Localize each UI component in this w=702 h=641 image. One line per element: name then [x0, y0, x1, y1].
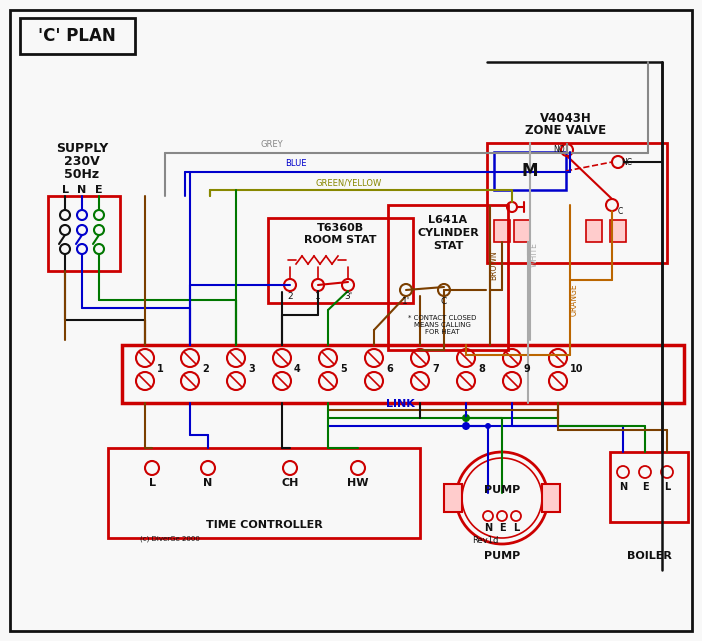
Text: E: E	[498, 523, 505, 533]
Text: V4043H: V4043H	[540, 112, 592, 124]
Bar	[388, 205, 508, 350]
Text: ORANGE: ORANGE	[569, 284, 578, 316]
Text: L: L	[513, 523, 519, 533]
Text: NC: NC	[621, 158, 633, 167]
Text: CYLINDER: CYLINDER	[417, 228, 479, 238]
Text: Rev1d: Rev1d	[472, 536, 498, 545]
Text: C: C	[441, 297, 447, 306]
Text: (c) DiverGe 2000: (c) DiverGe 2000	[140, 536, 200, 542]
Text: ZONE VALVE: ZONE VALVE	[525, 124, 607, 137]
Text: 3': 3'	[344, 292, 352, 301]
Bar	[494, 152, 566, 190]
Text: STAT: STAT	[433, 241, 463, 251]
Bar	[514, 220, 530, 242]
Text: E: E	[95, 185, 102, 195]
Text: 230V: 230V	[64, 154, 100, 167]
Text: GREEN/YELLOW: GREEN/YELLOW	[315, 178, 381, 187]
Text: E: E	[642, 482, 649, 492]
Text: 'C' PLAN: 'C' PLAN	[38, 27, 116, 45]
Text: TIME CONTROLLER: TIME CONTROLLER	[206, 520, 322, 530]
Bar	[586, 220, 602, 242]
Text: 50Hz: 50Hz	[65, 167, 100, 181]
Text: 6: 6	[386, 364, 392, 374]
Text: N: N	[204, 478, 213, 488]
Text: L641A: L641A	[428, 215, 468, 225]
Text: BLUE: BLUE	[285, 159, 307, 168]
Text: BROWN: BROWN	[489, 250, 498, 280]
Bar	[494, 220, 510, 242]
Text: ROOM STAT: ROOM STAT	[304, 235, 376, 245]
Text: NO: NO	[553, 144, 565, 153]
Circle shape	[462, 422, 470, 430]
Bar	[444, 484, 462, 512]
Text: HW: HW	[347, 478, 369, 488]
Text: 3: 3	[248, 364, 255, 374]
Text: L: L	[149, 478, 156, 488]
Text: 8: 8	[478, 364, 485, 374]
Text: 1': 1'	[402, 297, 410, 306]
Bar	[542, 484, 560, 512]
Text: 1: 1	[157, 364, 164, 374]
Text: N: N	[619, 482, 627, 492]
Text: BOILER: BOILER	[627, 551, 671, 561]
Bar	[487, 143, 667, 263]
Text: N: N	[77, 185, 86, 195]
Text: L: L	[664, 482, 670, 492]
Text: LINK: LINK	[385, 399, 414, 409]
Text: 2: 2	[287, 292, 293, 301]
Text: 10: 10	[570, 364, 583, 374]
Text: SUPPLY: SUPPLY	[56, 142, 108, 154]
Bar	[268, 218, 413, 303]
Bar	[48, 196, 120, 271]
Text: L: L	[62, 185, 69, 195]
Text: N: N	[484, 523, 492, 533]
Text: * CONTACT CLOSED
MEANS CALLING
FOR HEAT: * CONTACT CLOSED MEANS CALLING FOR HEAT	[408, 315, 476, 335]
Text: CH: CH	[282, 478, 298, 488]
Bar	[610, 452, 688, 522]
Text: WHITE: WHITE	[529, 242, 538, 267]
Bar	[20, 18, 135, 54]
Text: 1: 1	[315, 292, 321, 301]
Text: 2: 2	[202, 364, 208, 374]
Text: C: C	[617, 206, 623, 215]
Text: PUMP: PUMP	[484, 485, 520, 495]
Text: 9: 9	[524, 364, 531, 374]
Text: 7: 7	[432, 364, 439, 374]
Text: PUMP: PUMP	[484, 551, 520, 561]
Text: 4: 4	[294, 364, 300, 374]
Text: GREY: GREY	[260, 140, 283, 149]
Bar	[122, 345, 684, 403]
Text: T6360B: T6360B	[317, 223, 364, 233]
Text: M: M	[522, 162, 538, 180]
Bar	[610, 220, 626, 242]
Circle shape	[485, 423, 491, 429]
Bar	[108, 448, 420, 538]
Circle shape	[462, 414, 470, 422]
Text: 5: 5	[340, 364, 347, 374]
